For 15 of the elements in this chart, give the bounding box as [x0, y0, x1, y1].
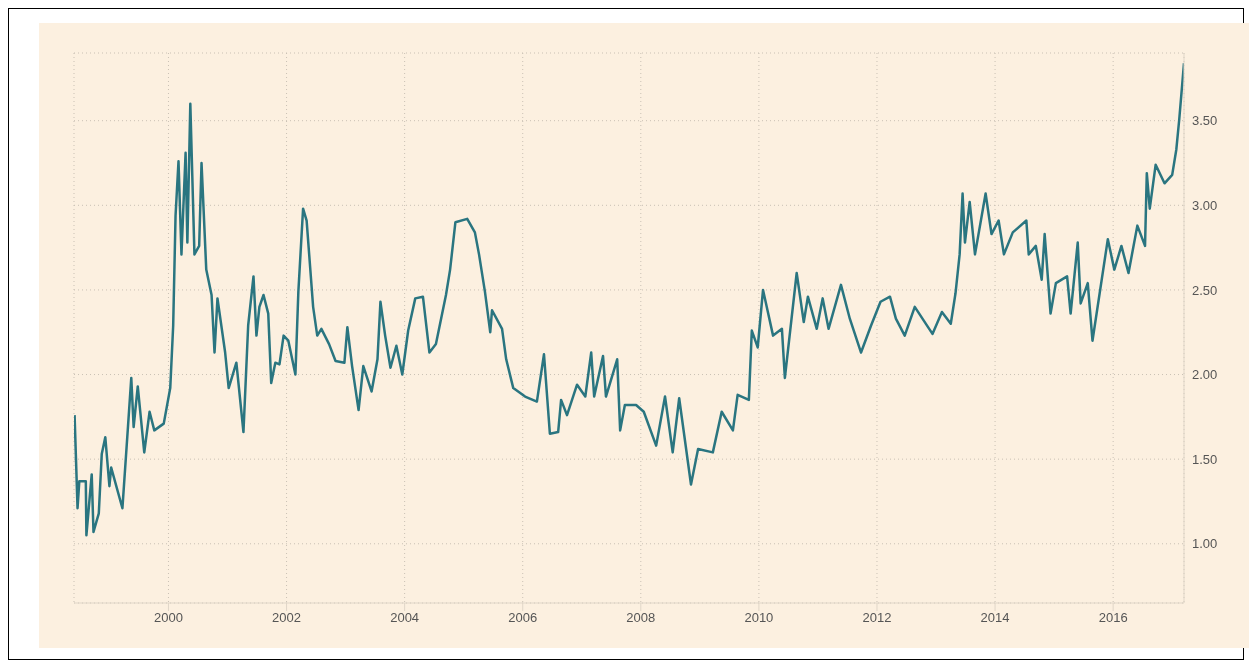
y-tick-label: 3.00: [1192, 197, 1218, 213]
x-tick-label: 2014: [980, 610, 1010, 626]
y-tick-label: 2.00: [1192, 367, 1218, 383]
y-tick-label: 1.50: [1192, 451, 1218, 467]
y-tick-label: 3.50: [1192, 113, 1218, 129]
x-tick-label: 2012: [862, 610, 892, 626]
y-tick-label: 2.50: [1192, 282, 1218, 298]
x-tick-label: 2004: [390, 610, 420, 626]
x-tick-label: 2008: [626, 610, 656, 626]
y-tick-label: 1.00: [1192, 536, 1218, 552]
x-tick-label: 2006: [508, 610, 538, 626]
x-tick-label: 2016: [1098, 610, 1128, 626]
x-tick-label: 2000: [154, 610, 183, 626]
x-tick-label: 2010: [744, 610, 774, 626]
x-tick-label: 2002: [272, 610, 302, 626]
